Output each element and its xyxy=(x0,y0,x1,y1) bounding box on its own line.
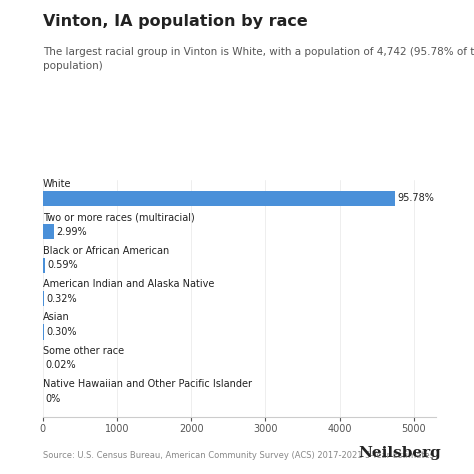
Text: 0.02%: 0.02% xyxy=(46,360,76,370)
Bar xyxy=(43,191,395,206)
Text: Asian: Asian xyxy=(43,312,69,322)
Bar xyxy=(43,325,44,339)
Bar xyxy=(43,258,45,273)
Text: American Indian and Alaska Native: American Indian and Alaska Native xyxy=(43,279,214,289)
Text: 0.30%: 0.30% xyxy=(47,327,77,337)
Text: Neilsberg: Neilsberg xyxy=(358,446,441,460)
Text: Black or African American: Black or African American xyxy=(43,246,169,256)
Text: 0.59%: 0.59% xyxy=(48,260,78,270)
Text: 0%: 0% xyxy=(46,394,61,404)
Text: 95.78%: 95.78% xyxy=(398,193,435,203)
Text: 0.32%: 0.32% xyxy=(47,293,77,304)
Text: Some other race: Some other race xyxy=(43,346,124,356)
Text: White: White xyxy=(43,179,71,189)
Text: Native Hawaiian and Other Pacific Islander: Native Hawaiian and Other Pacific Island… xyxy=(43,379,252,389)
Text: Vinton, IA population by race: Vinton, IA population by race xyxy=(43,14,308,29)
Bar xyxy=(43,224,54,239)
Text: Source: U.S. Census Bureau, American Community Survey (ACS) 2017-2021 5-Year Est: Source: U.S. Census Bureau, American Com… xyxy=(43,451,434,460)
Text: The largest racial group in Vinton is White, with a population of 4,742 (95.78% : The largest racial group in Vinton is Wh… xyxy=(43,47,474,72)
Bar xyxy=(43,291,44,306)
Text: 2.99%: 2.99% xyxy=(56,227,87,237)
Text: Two or more races (multiracial): Two or more races (multiracial) xyxy=(43,212,194,222)
